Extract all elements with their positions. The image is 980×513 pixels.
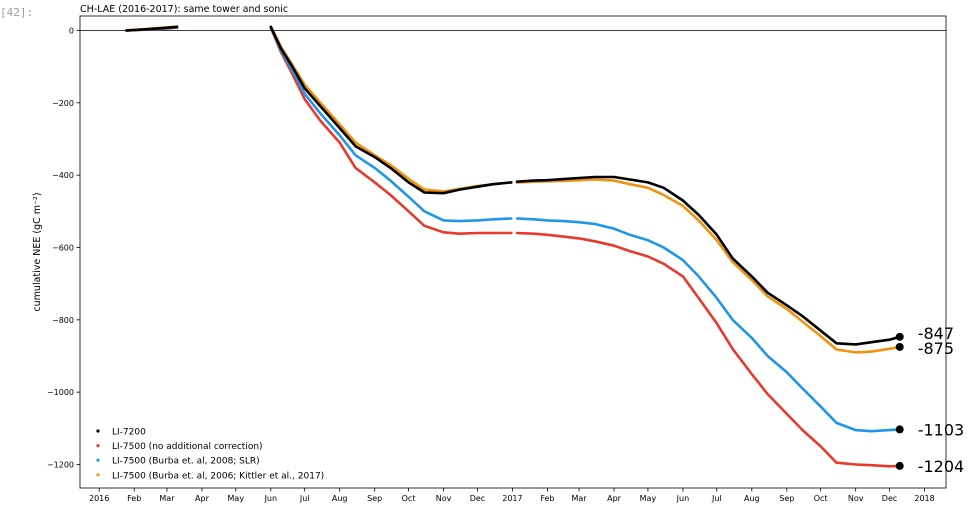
x-tick-label: Dec	[470, 494, 485, 503]
legend-label: LI-7500 (Burba et. al, 2008; SLR)	[112, 457, 260, 467]
cell-prompt: [42]:	[0, 6, 34, 19]
x-tick-label: Feb	[540, 494, 554, 503]
x-tick-label: 2016	[89, 494, 109, 503]
x-tick-label: Sep	[779, 494, 794, 503]
legend-label: LI-7500 (Burba et. al, 2006; Kittler et …	[112, 471, 324, 481]
series-line	[125, 26, 901, 468]
plot-area: 0 −200 −400 −600 −800 −1000 −1200 2016 Feb Mar Apr…	[47, 15, 965, 503]
end-point-marker	[895, 332, 904, 341]
x-tick-label: Oct	[402, 494, 416, 503]
x-tick-label: Aug	[332, 494, 348, 503]
x-tick-label: May	[640, 494, 657, 503]
x-tick-label: Jul	[299, 494, 310, 503]
legend-label: LI-7500 (no additional correction)	[112, 442, 263, 452]
x-tick-label: Nov	[848, 494, 864, 503]
end-point-label: -1204	[918, 457, 965, 476]
x-tick-label: 2017	[502, 494, 522, 503]
x-tick-label: May	[228, 494, 245, 503]
legend-label: LI-7200	[112, 428, 146, 438]
y-tick-label: −600	[52, 243, 74, 252]
series-line	[125, 25, 901, 433]
y-tick-label: −1200	[47, 460, 74, 469]
end-point-label: -875	[918, 339, 954, 358]
x-tick-label: Jun	[264, 494, 278, 503]
end-point-label: -847	[918, 324, 954, 343]
x-tick-label: Jul	[711, 494, 722, 503]
x-tick-label: Apr	[195, 494, 210, 503]
series-line	[125, 25, 901, 346]
x-tick-label: Aug	[744, 494, 760, 503]
y-axis-label: cumulative NEE (gC m⁻²)	[32, 192, 43, 311]
x-tick-label: Mar	[572, 494, 588, 503]
legend-marker	[96, 429, 100, 433]
y-tick-label: −800	[52, 316, 74, 325]
x-tick-label: 2018	[914, 494, 934, 503]
axes-frame	[79, 15, 947, 489]
y-tick-label: 0	[69, 26, 74, 35]
legend-marker	[96, 444, 100, 448]
x-tick-label: Apr	[607, 494, 622, 503]
y-tick-label: −1000	[47, 388, 74, 397]
x-tick-label: Sep	[367, 494, 382, 503]
x-tick-label: Oct	[814, 494, 828, 503]
x-tick-label: Jun	[676, 494, 690, 503]
y-tick-label: −400	[52, 171, 74, 180]
x-tick-label: Feb	[127, 494, 141, 503]
end-point-marker	[895, 461, 904, 470]
chart-title: CH-LAE (2016-2017): same tower and sonic	[80, 4, 288, 15]
legend-marker	[96, 473, 100, 477]
x-tick-label: Dec	[882, 494, 897, 503]
x-tick-label: Mar	[159, 494, 175, 503]
end-point-marker	[895, 342, 904, 351]
end-point-marker	[895, 425, 904, 434]
x-tick-label: Nov	[436, 494, 452, 503]
end-point-label: -1103	[918, 420, 965, 439]
y-tick-label: −200	[52, 99, 74, 108]
legend-marker	[96, 458, 100, 462]
